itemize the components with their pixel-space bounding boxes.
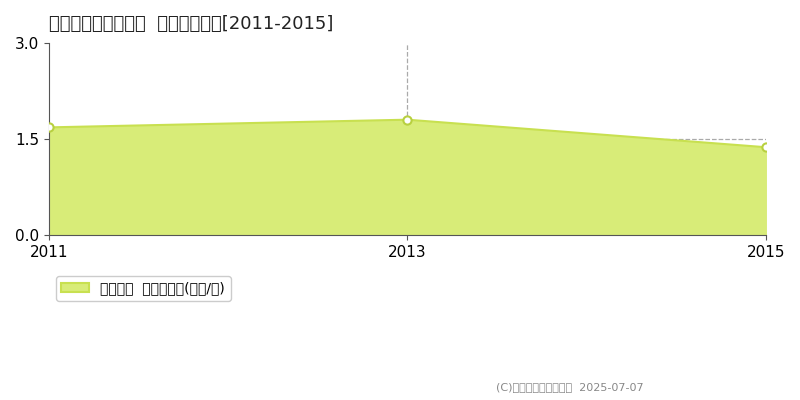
Text: (C)土地価格ドットコム  2025-07-07: (C)土地価格ドットコム 2025-07-07 [496, 382, 644, 392]
Point [42, 124, 55, 130]
Point [759, 144, 772, 150]
Legend: 土地価格  平均坪単価(万円/坪): 土地価格 平均坪単価(万円/坪) [56, 276, 230, 301]
Point [401, 116, 414, 123]
Text: 芳賀郡益子町上大羽  土地価格推移[2011-2015]: 芳賀郡益子町上大羽 土地価格推移[2011-2015] [49, 15, 334, 33]
